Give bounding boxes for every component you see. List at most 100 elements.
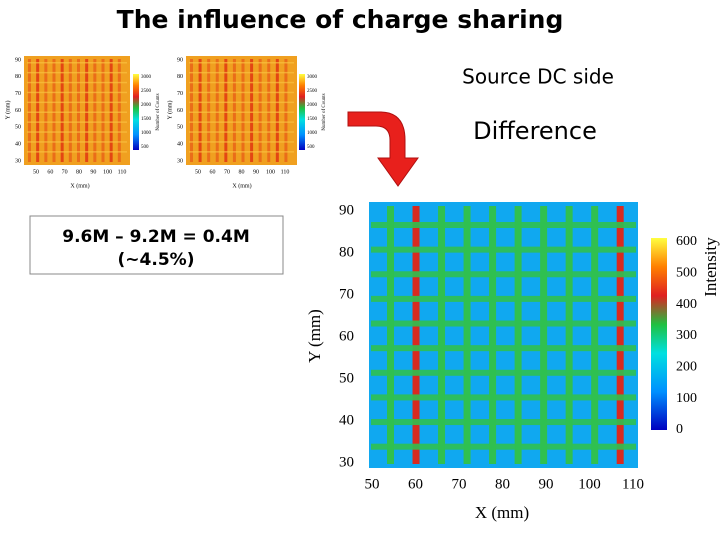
stripe (189, 101, 294, 104)
stripe (27, 151, 127, 153)
colorbar-label: Intensity (701, 237, 720, 297)
stripe (189, 81, 294, 84)
x-tick-label: 90 (90, 169, 96, 175)
stripe (44, 59, 48, 162)
grid-line-h (371, 394, 636, 401)
stripe (284, 59, 288, 162)
y-axis-label: Y (mm) (4, 101, 11, 120)
stripe (27, 121, 127, 123)
colorbar-tick-label: 500 (676, 266, 697, 281)
y-tick-label: 90 (339, 202, 354, 218)
stripe (189, 71, 294, 74)
colorbar-tick-label: 1000 (307, 131, 318, 136)
colorbar-tick-label: 200 (676, 360, 697, 375)
y-tick-label: 60 (339, 328, 354, 344)
colorbar-tick-label: 500 (141, 145, 149, 150)
colorbar-tick-label: 2500 (141, 89, 152, 94)
grid-line-v (565, 206, 573, 464)
colorbar-label: Number of Counts (156, 93, 161, 130)
x-tick-label: 110 (118, 169, 127, 175)
colorbar-tick-label: 1500 (307, 117, 318, 122)
stripe (275, 59, 279, 162)
y-tick-label: 80 (15, 74, 21, 80)
stripe (117, 59, 121, 162)
stripe (198, 59, 202, 162)
y-tick-label: 30 (339, 454, 354, 470)
colorbar-tick-label: 0 (676, 422, 683, 437)
colorbar-tick-label: 1500 (141, 117, 152, 122)
colorbar (299, 74, 305, 150)
x-tick-label: 110 (281, 169, 290, 175)
stripe (36, 59, 40, 162)
colorbar-tick-label: 600 (676, 234, 697, 249)
stripe (189, 91, 294, 94)
y-axis-label: Y (mm) (166, 101, 173, 120)
stripe (27, 71, 127, 74)
x-tick-label: 110 (622, 476, 644, 492)
y-tick-label: 80 (339, 244, 354, 260)
y-tick-label: 30 (177, 158, 183, 164)
stripe (109, 59, 113, 162)
stripe (77, 59, 80, 162)
x-tick-label: 60 (210, 169, 216, 175)
colorbar-tick-label: 1000 (141, 131, 152, 136)
grid-line-h (371, 443, 636, 450)
colorbar (651, 238, 667, 430)
grid-line-h (371, 271, 636, 278)
stripe (27, 101, 127, 104)
stripe (27, 111, 127, 113)
stripe (250, 59, 254, 162)
x-tick-label: 70 (62, 169, 68, 175)
y-tick-label: 50 (177, 125, 183, 131)
grid-line-v (387, 206, 394, 464)
grid-line-v (514, 206, 522, 464)
x-tick-label: 70 (224, 169, 230, 175)
stripe (241, 59, 245, 162)
x-tick-label: 50 (33, 169, 39, 175)
stripe (215, 59, 219, 162)
x-axis-label: X (mm) (232, 182, 251, 189)
stripe (27, 141, 127, 143)
stripe (258, 59, 262, 162)
colorbar (133, 74, 139, 150)
grid-line-h (371, 222, 636, 228)
colorbar-label: Number of Counts (322, 93, 327, 130)
title: The influence of charge sharing (117, 5, 564, 34)
x-axis-label: X (mm) (475, 503, 529, 522)
stripe (85, 59, 89, 162)
y-tick-label: 60 (15, 108, 21, 114)
x-tick-label: 70 (452, 476, 467, 492)
stripe (27, 91, 127, 94)
x-axis-label: X (mm) (70, 182, 89, 189)
stripe (232, 59, 236, 162)
grid-line-h (371, 419, 636, 426)
x-tick-label: 60 (408, 476, 423, 492)
result-line: (~4.5%) (118, 250, 195, 270)
stripe (60, 59, 64, 162)
y-tick-label: 70 (339, 286, 354, 302)
grid-line-h (371, 369, 636, 376)
colorbar-tick-label: 500 (307, 145, 315, 150)
y-tick-label: 80 (177, 74, 183, 80)
result-box (29, 215, 284, 275)
difference-label: Difference (473, 117, 597, 145)
colorbar-tick-label: 100 (676, 391, 697, 406)
x-tick-label: 60 (47, 169, 53, 175)
y-tick-label: 70 (15, 91, 21, 97)
stripe (27, 62, 127, 64)
colorbar-tick-label: 2500 (307, 89, 318, 94)
grid-line-v (591, 206, 599, 464)
stripe (68, 59, 72, 162)
stripe (189, 121, 294, 123)
grid-line-h (371, 295, 636, 302)
y-tick-label: 90 (177, 57, 183, 63)
colorbar-tick-label: 2000 (307, 103, 318, 108)
y-tick-label: 40 (15, 142, 21, 148)
grid-line-h (371, 320, 636, 327)
x-tick-label: 100 (103, 169, 112, 175)
grid-line-h (371, 345, 636, 352)
colorbar-tick-label: 3000 (307, 75, 318, 80)
stripe (27, 131, 127, 133)
stripe (28, 59, 31, 162)
